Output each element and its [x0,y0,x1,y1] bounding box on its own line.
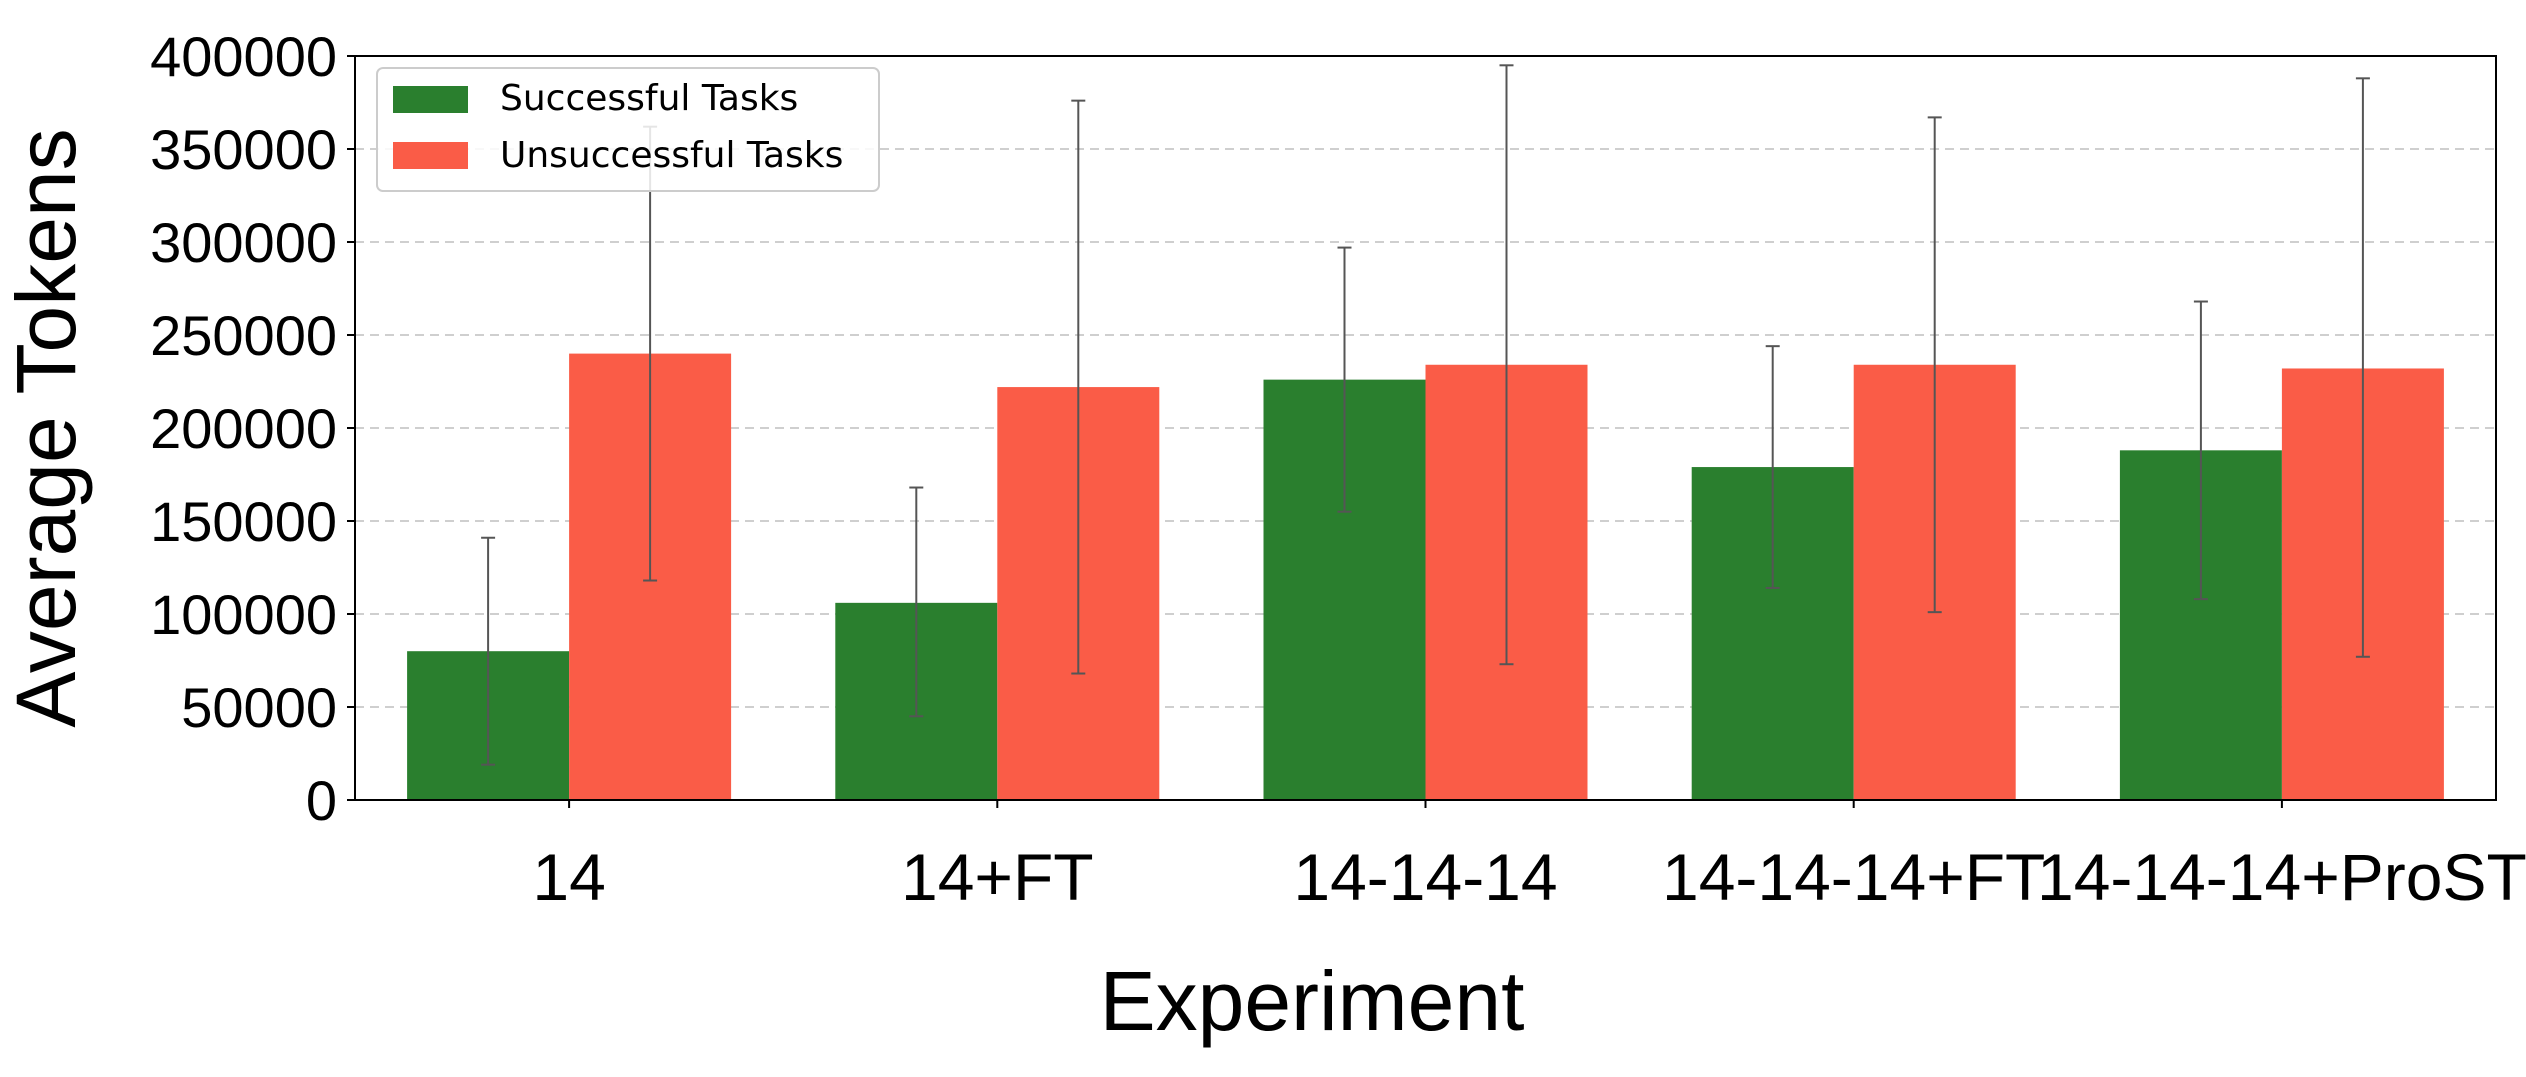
legend-box [376,67,880,192]
legend-swatch-unsuccessful [393,142,468,169]
legend: Successful Tasks Unsuccessful Tasks [376,67,880,192]
y-tick-label: 200000 [150,397,337,460]
y-tick-label: 0 [306,769,337,832]
error-bars [481,64,2370,766]
y-tick-label: 100000 [150,583,337,646]
x-tick-label: 14+FT [901,840,1094,914]
legend-swatch-successful [393,86,468,113]
bars [407,353,2444,800]
y-tick-label: 250000 [150,304,337,367]
y-axis-label: Average Tokens [0,128,93,727]
x-tick-label: 14-14-14+ProST [2037,840,2526,914]
y-tick-label: 150000 [150,490,337,553]
y-tick-label: 350000 [150,118,337,181]
y-tick-label: 50000 [181,676,337,739]
y-axis-ticks: 0 50000 100000 150000 200000 250000 300000 3500… [150,25,355,832]
legend-label-unsuccessful: Unsuccessful Tasks [500,135,843,176]
y-tick-label: 300000 [150,211,337,274]
legend-label-successful: Successful Tasks [500,78,798,119]
x-axis-label: Experiment [1100,954,1525,1048]
x-tick-label: 14-14-14+FT [1662,840,2045,914]
x-tick-label: 14 [532,840,605,914]
x-tick-label: 14-14-14 [1293,840,1557,914]
y-tick-label: 400000 [150,25,337,88]
